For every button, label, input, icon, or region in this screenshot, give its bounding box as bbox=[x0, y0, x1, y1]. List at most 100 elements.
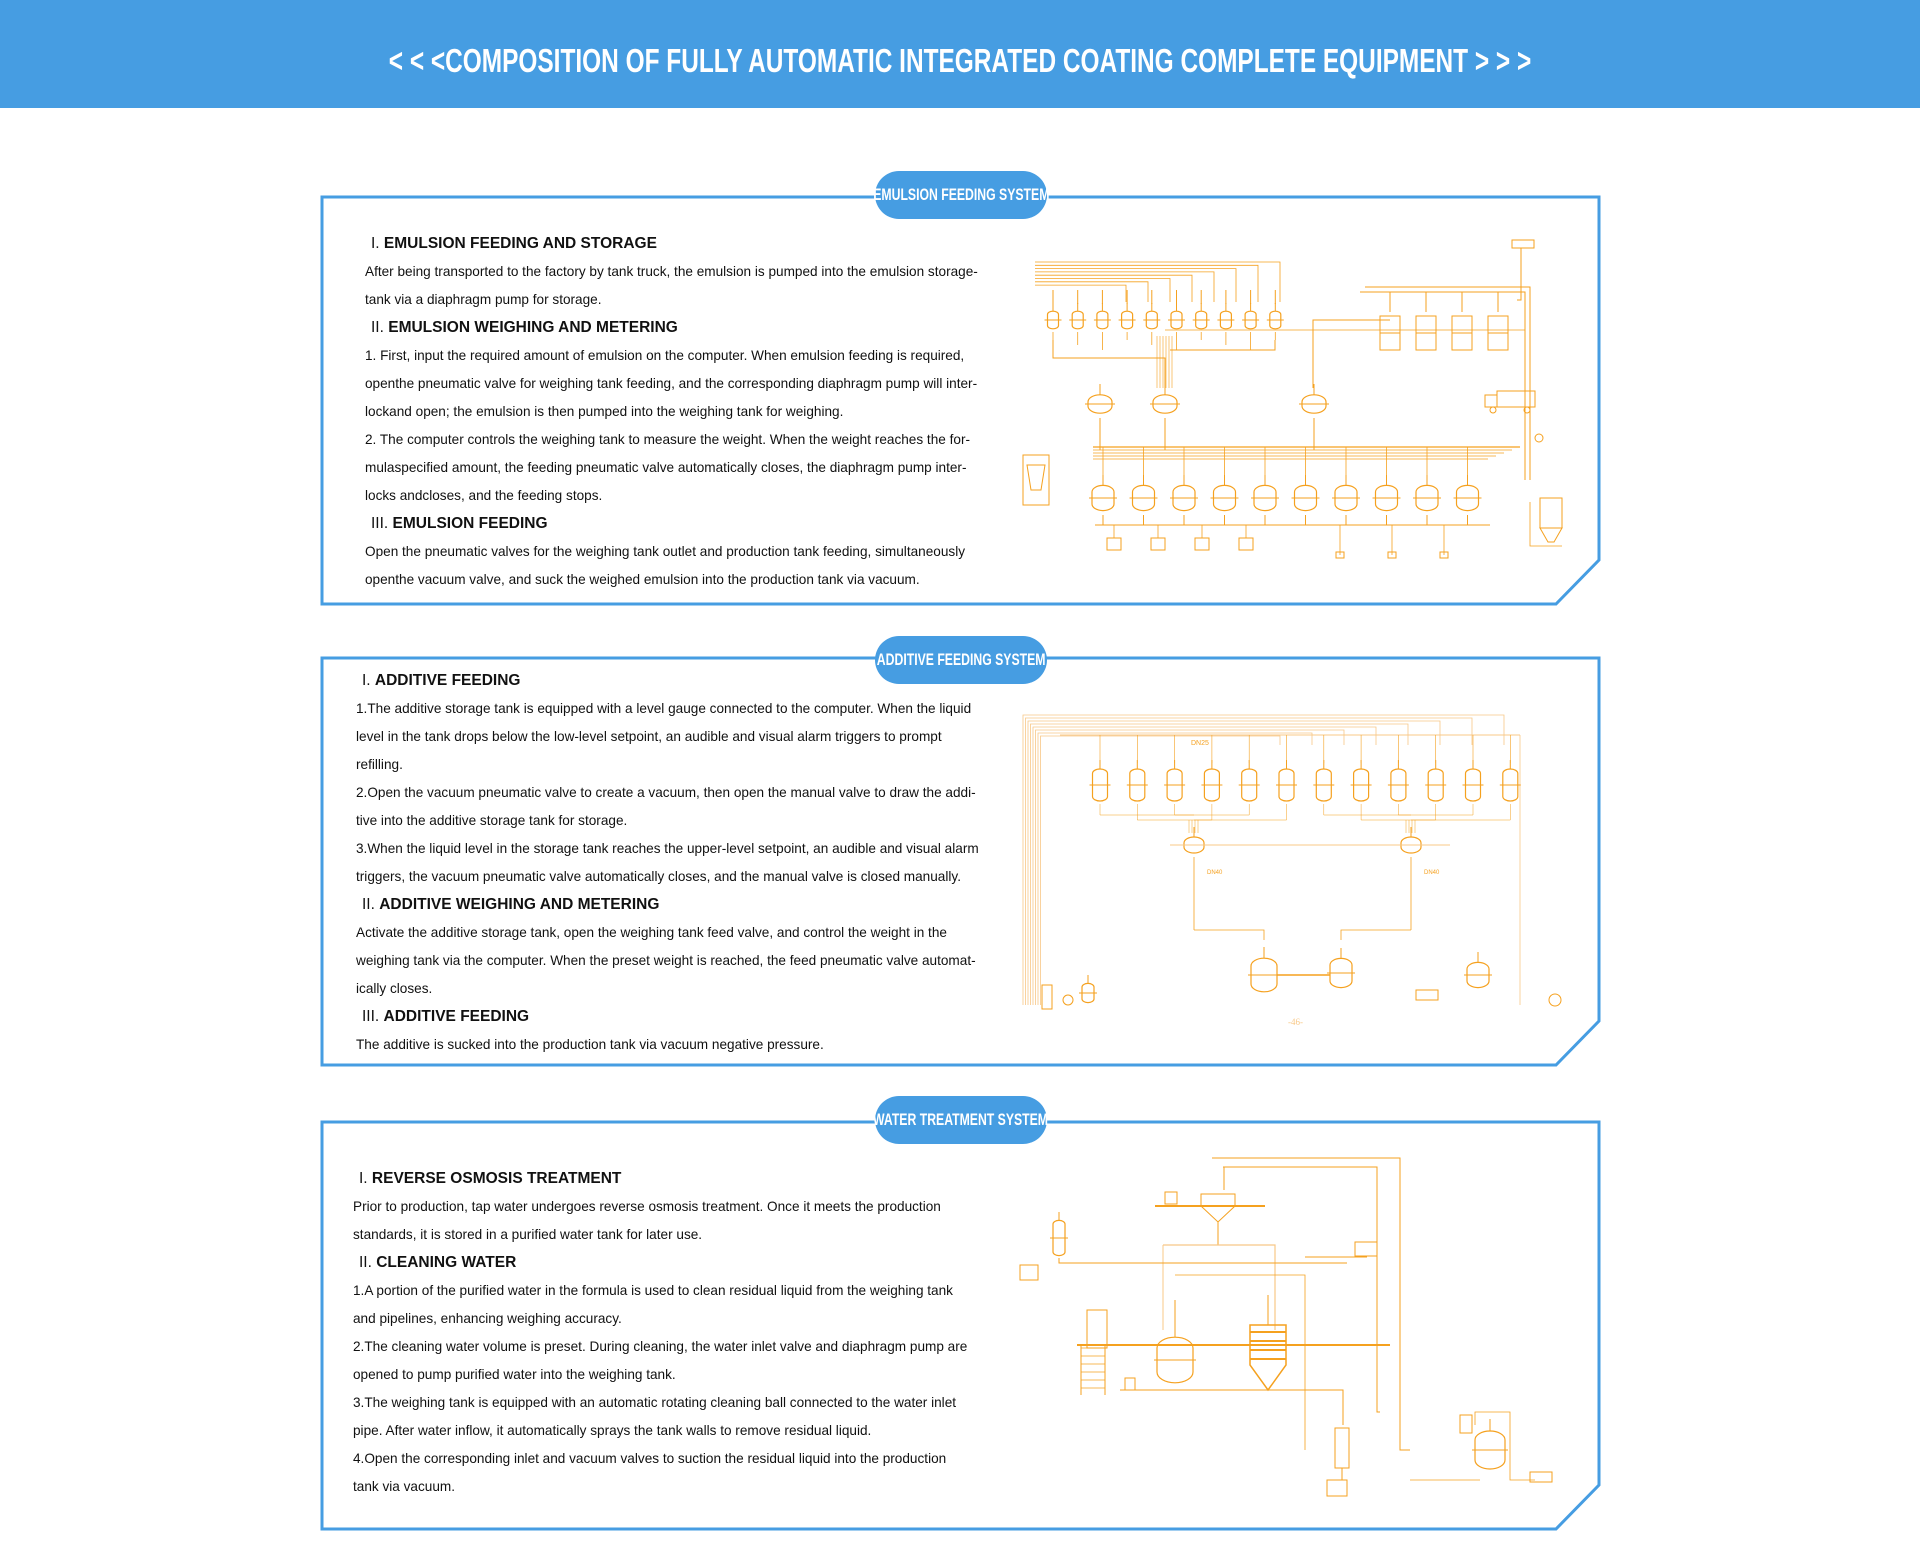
pipe-line bbox=[1035, 281, 1149, 302]
pipe-line bbox=[1312, 319, 1390, 388]
paragraph-line: 1.The additive storage tank is equipped … bbox=[356, 701, 972, 716]
storage-tank bbox=[1071, 310, 1084, 330]
tank-truck bbox=[1496, 390, 1536, 408]
pipe-line bbox=[1194, 929, 1265, 940]
paragraph-line: standards, it is stored in a purified wa… bbox=[353, 1227, 703, 1242]
heading-title: EMULSION FEEDING AND STORAGE bbox=[383, 235, 657, 252]
pipe-line bbox=[1035, 264, 1259, 302]
storage-tank bbox=[1121, 310, 1134, 330]
paragraph-line: pipe. After water inflow, it automatical… bbox=[353, 1423, 872, 1438]
heading-title: ADDITIVE FEEDING bbox=[383, 1008, 530, 1025]
section-badge-label: WATER TREATMENT SYSTEM bbox=[873, 1110, 1049, 1129]
storage-tank bbox=[1145, 310, 1158, 330]
pipe-line bbox=[1032, 726, 1377, 1005]
additive-tank bbox=[1166, 768, 1183, 802]
buffer-tank bbox=[1081, 982, 1095, 1004]
paragraph-line: level in the tank drops below the low-le… bbox=[356, 729, 942, 744]
additive-tank bbox=[1315, 768, 1332, 802]
pipe-line bbox=[1035, 261, 1281, 302]
mixer-hopper bbox=[1026, 464, 1046, 491]
section-frame bbox=[320, 195, 1601, 606]
section-heading: III. EMULSION FEEDING bbox=[365, 510, 978, 538]
pipe-line bbox=[1333, 1468, 1343, 1481]
section-badge: EMULSION FEEDING SYSTEM bbox=[872, 171, 1050, 219]
page-title: < < <COMPOSITION OF FULLY AUTOMATIC INTE… bbox=[388, 42, 1532, 79]
heading-numeral: I. bbox=[362, 672, 375, 689]
additive-tank bbox=[1502, 768, 1519, 802]
production-tank bbox=[1091, 484, 1115, 512]
diagram-label-dn40-left: DN40 bbox=[1207, 870, 1223, 876]
storage-tank bbox=[1244, 310, 1257, 330]
paragraph-line: openthe pneumatic valve for weighing tan… bbox=[365, 376, 978, 391]
section-heading: II. CLEANING WATER bbox=[353, 1249, 967, 1277]
production-tank bbox=[1253, 484, 1277, 512]
paragraph-line: ically closes. bbox=[356, 981, 433, 996]
storage-tank bbox=[1219, 310, 1232, 330]
paragraph-line: The additive is sucked into the producti… bbox=[356, 1037, 824, 1052]
water-tank bbox=[1466, 961, 1490, 989]
pipe-line bbox=[1170, 340, 1276, 351]
header-banner: < < <COMPOSITION OF FULLY AUTOMATIC INTE… bbox=[0, 0, 1920, 108]
pump-unit bbox=[1019, 1264, 1039, 1281]
pipe-line bbox=[1037, 732, 1313, 1005]
heading-title: EMULSION WEIGHING AND METERING bbox=[388, 319, 678, 336]
section-badge-label: ADDITIVE FEEDING SYSTEM bbox=[876, 650, 1046, 669]
section-badge: ADDITIVE FEEDING SYSTEM bbox=[875, 636, 1047, 684]
pump-box bbox=[1194, 537, 1210, 551]
pipe-line bbox=[1411, 804, 1474, 816]
truck-wheel bbox=[1523, 406, 1531, 414]
paragraph-line: 2. The computer controls the weighing ta… bbox=[365, 432, 971, 447]
control-cabinet bbox=[1086, 1309, 1108, 1349]
storage-tank bbox=[1046, 310, 1060, 330]
paragraph-line: 3.The weighing tank is equipped with an … bbox=[353, 1395, 957, 1410]
section-text: I. EMULSION FEEDING AND STORAGE After bei… bbox=[365, 230, 978, 594]
water-treatment-diagram bbox=[1019, 1157, 1553, 1497]
bag-filter bbox=[1334, 1427, 1350, 1469]
level-controller bbox=[1459, 1414, 1473, 1434]
additive-tank bbox=[1203, 768, 1220, 802]
valve-box bbox=[1124, 1377, 1136, 1391]
pipe-line bbox=[1474, 1411, 1535, 1481]
paragraph: 1.A portion of the purified water in the… bbox=[353, 1277, 967, 1333]
pipe-line bbox=[1099, 804, 1194, 816]
heading-numeral: II. bbox=[362, 896, 380, 913]
pipe-line bbox=[1360, 291, 1526, 480]
heading-title: ADDITIVE FEEDING bbox=[374, 672, 521, 689]
pipe-line bbox=[1194, 804, 1213, 821]
additive-tank bbox=[1129, 768, 1146, 802]
pipe-line bbox=[1175, 1274, 1306, 1450]
pipe-line bbox=[1035, 278, 1171, 302]
paragraph-line: lockand open; the emulsion is then pumpe… bbox=[365, 404, 844, 419]
additive-tank bbox=[1091, 768, 1109, 802]
heading-title: ADDITIVE WEIGHING AND METERING bbox=[379, 896, 660, 913]
paragraph-line: and pipelines, enhancing weighing accura… bbox=[353, 1311, 622, 1326]
additive-tank bbox=[1427, 768, 1444, 802]
paragraph-line: Prior to production, tap water undergoes… bbox=[353, 1199, 941, 1214]
vacuum-unit bbox=[1415, 989, 1439, 1001]
pipe-line bbox=[1035, 729, 1345, 1005]
paragraph: 3.When the liquid level in the storage t… bbox=[356, 835, 979, 891]
additive-feeding-section: ADDITIVE FEEDING SYSTEM I. ADDITIVE FEED… bbox=[320, 636, 1602, 1068]
weighing-tank bbox=[1183, 836, 1205, 854]
heading-title: REVERSE OSMOSIS TREATMENT bbox=[371, 1170, 622, 1187]
pipe-line bbox=[1365, 286, 1531, 480]
emulsion-feeding-section: EMULSION FEEDING SYSTEM I. EMULSION FEED… bbox=[320, 171, 1602, 607]
pipe-line bbox=[1040, 735, 1281, 1005]
pipe-line bbox=[1035, 271, 1215, 302]
paragraph-line: triggers, the vacuum pneumatic valve aut… bbox=[356, 869, 961, 884]
section-heading: I. REVERSE OSMOSIS TREATMENT bbox=[353, 1165, 967, 1193]
heading-numeral: II. bbox=[359, 1254, 377, 1271]
pipe-line bbox=[1194, 804, 1250, 816]
paragraph-line: 2.The cleaning water volume is preset. D… bbox=[353, 1339, 968, 1354]
production-tank bbox=[1172, 484, 1196, 512]
heading-numeral: I. bbox=[371, 235, 384, 252]
section-badge-label: EMULSION FEEDING SYSTEM bbox=[872, 185, 1050, 204]
weighing-tank bbox=[1400, 836, 1422, 854]
heading-title: EMULSION FEEDING bbox=[392, 515, 548, 532]
pipe-line bbox=[1340, 929, 1411, 940]
production-tank bbox=[1212, 484, 1237, 512]
pipe-line bbox=[1022, 714, 1505, 1005]
production-reactor bbox=[1249, 1324, 1287, 1392]
pipe-line bbox=[1025, 717, 1473, 1005]
paragraph-line: 3.When the liquid level in the storage t… bbox=[356, 841, 979, 856]
